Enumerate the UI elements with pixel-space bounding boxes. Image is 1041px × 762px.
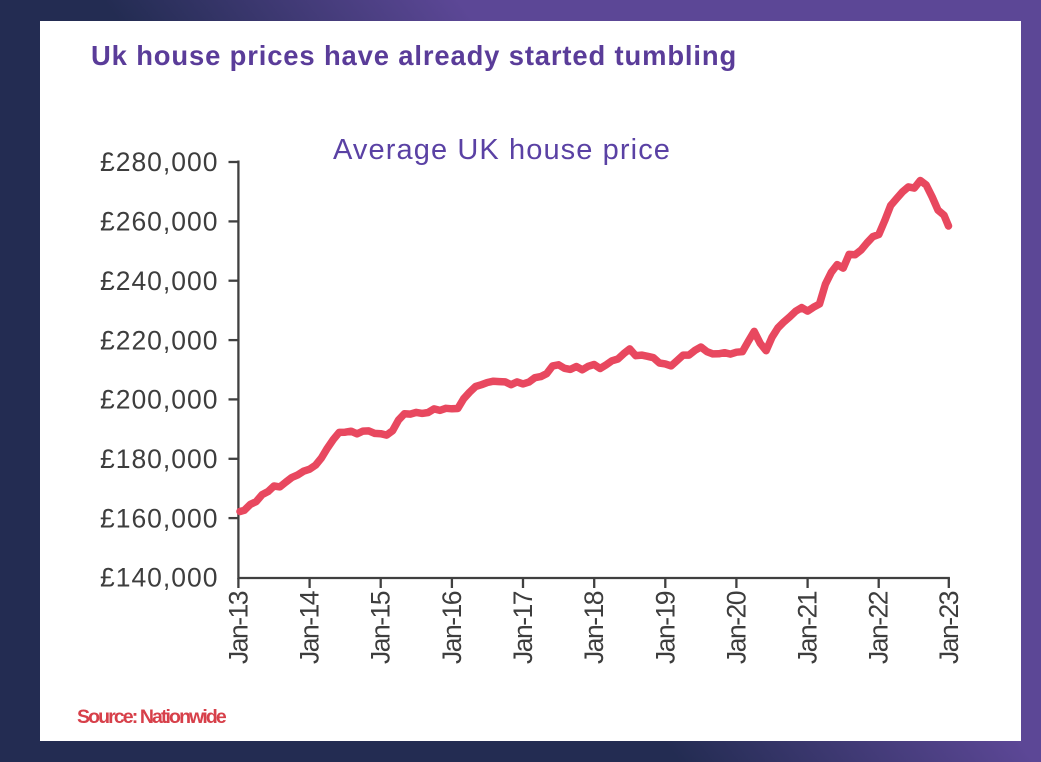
svg-text:£260,000: £260,000: [100, 207, 219, 237]
svg-text:£220,000: £220,000: [100, 325, 219, 355]
svg-text:£240,000: £240,000: [100, 266, 219, 296]
svg-text:Jan-19: Jan-19: [650, 591, 680, 664]
svg-text:Jan-22: Jan-22: [864, 591, 894, 664]
svg-text:£160,000: £160,000: [100, 503, 219, 533]
svg-text:£140,000: £140,000: [100, 563, 219, 593]
svg-text:Jan-20: Jan-20: [721, 591, 751, 664]
svg-text:Jan-15: Jan-15: [366, 591, 396, 664]
svg-text:£200,000: £200,000: [100, 385, 219, 415]
svg-text:Jan-18: Jan-18: [579, 591, 609, 664]
svg-text:Jan-17: Jan-17: [508, 591, 538, 664]
svg-text:Jan-23: Jan-23: [934, 591, 964, 664]
svg-text:Jan-16: Jan-16: [437, 591, 467, 664]
svg-text:Jan-14: Jan-14: [295, 591, 325, 664]
svg-text:Jan-13: Jan-13: [223, 591, 253, 664]
svg-text:£280,000: £280,000: [100, 147, 219, 177]
svg-text:£180,000: £180,000: [100, 444, 219, 474]
svg-text:Jan-21: Jan-21: [793, 591, 823, 664]
